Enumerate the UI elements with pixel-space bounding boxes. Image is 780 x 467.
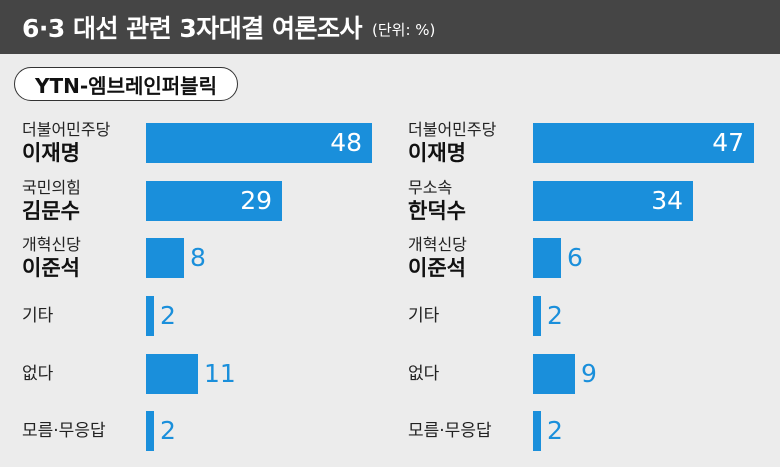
bar (533, 181, 693, 221)
data-label: 2 (547, 416, 563, 445)
data-label: 11 (204, 359, 236, 388)
category-label: 없다 (408, 364, 440, 384)
poll-source-badge: YTN-엠브레인퍼블릭 (14, 67, 238, 101)
party-label: 개혁신당 (408, 235, 467, 254)
candidate-label: 이준석 (22, 256, 80, 280)
party-label: 더불어민주당 (408, 120, 497, 139)
party-label: 무소속 (408, 178, 453, 197)
bar (146, 123, 372, 163)
category-label: 모름·무응답 (408, 421, 492, 441)
category-label: 모름·무응답 (22, 421, 106, 441)
bar-row: 모름·무응답 2 (0, 411, 780, 451)
bar (533, 411, 541, 451)
data-label: 47 (712, 128, 744, 157)
data-label: 29 (240, 186, 272, 215)
party-label: 국민의힘 (22, 178, 81, 197)
bar (146, 238, 184, 278)
category-label: 기타 (408, 306, 440, 326)
bar-row: 모름·무응답 2 (0, 411, 780, 451)
candidate-label: 이준석 (408, 256, 466, 280)
bar (146, 296, 154, 336)
chart-header: 6·3 대선 관련 3자대결 여론조사 (단위: %) (0, 0, 780, 54)
bar-row: 없다 11 (0, 354, 780, 394)
party-label: 더불어민주당 (22, 120, 111, 139)
data-label: 2 (547, 301, 563, 330)
chart-title: 6·3 대선 관련 3자대결 여론조사 (22, 14, 363, 43)
data-label: 2 (160, 301, 176, 330)
bar (146, 181, 282, 221)
data-label: 34 (651, 186, 683, 215)
party-label: 개혁신당 (22, 235, 81, 254)
data-label: 6 (567, 243, 583, 272)
bar (533, 238, 561, 278)
unit-label: (단위: %) (372, 20, 436, 39)
bar-row: 기타 2 (0, 296, 780, 336)
candidate-label: 이재명 (408, 141, 466, 165)
category-label: 기타 (22, 306, 54, 326)
bar (146, 354, 198, 394)
data-label: 8 (190, 243, 206, 272)
bar (533, 296, 541, 336)
candidate-label: 김문수 (22, 199, 80, 223)
data-label: 48 (330, 128, 362, 157)
data-label: 9 (581, 359, 597, 388)
bar (146, 411, 154, 451)
data-label: 2 (160, 416, 176, 445)
bar (533, 123, 754, 163)
candidate-label: 한덕수 (408, 199, 466, 223)
category-label: 없다 (22, 364, 54, 384)
candidate-label: 이재명 (22, 141, 80, 165)
bar-row: 기타 2 (0, 296, 780, 336)
bar-row: 없다 9 (0, 354, 780, 394)
bar (533, 354, 575, 394)
